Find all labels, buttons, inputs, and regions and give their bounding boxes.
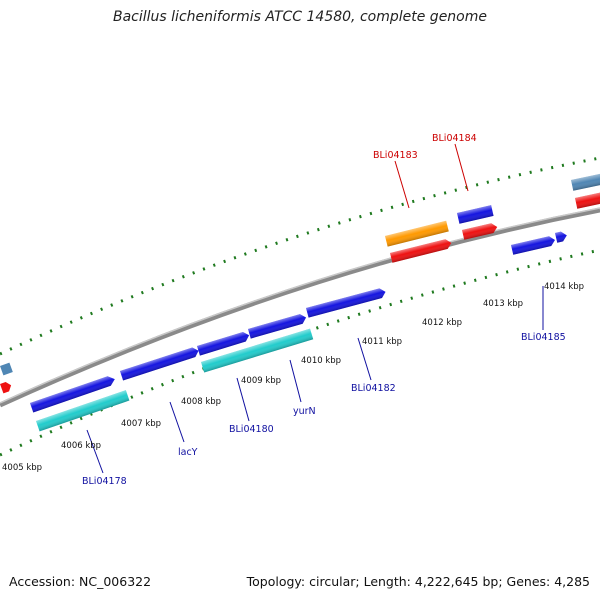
gene-feature[interactable] xyxy=(575,189,600,209)
gene-feature[interactable] xyxy=(248,313,307,339)
axis-tick-label: 4008 kbp xyxy=(181,397,221,407)
gene-feature[interactable] xyxy=(462,222,498,240)
axis-tick-label: 4006 kbp xyxy=(61,441,101,451)
gene-feature[interactable] xyxy=(511,235,556,255)
gene-label[interactable]: BLi04180 xyxy=(229,424,274,435)
gene-label[interactable]: BLi04182 xyxy=(351,383,396,394)
gene-feature[interactable] xyxy=(30,374,116,413)
gene-feature[interactable] xyxy=(201,328,314,373)
gene-feature[interactable] xyxy=(120,346,200,381)
gene-feature[interactable] xyxy=(306,287,387,318)
axis-tick-label: 4011 kbp xyxy=(362,337,402,347)
gene-label[interactable]: BLi04178 xyxy=(82,476,127,487)
axis-tick-label: 4007 kbp xyxy=(121,419,161,429)
gene-label[interactable]: BLi04183 xyxy=(373,150,418,161)
gene-feature[interactable] xyxy=(0,362,13,376)
gene-feature[interactable] xyxy=(457,205,494,224)
gene-features xyxy=(0,171,600,432)
genome-summary-text: Topology: circular; Length: 4,222,645 bp… xyxy=(246,574,590,589)
genome-backbone xyxy=(0,207,600,408)
axis-tick-label: 4010 kbp xyxy=(301,356,341,366)
map-title: Bacillus licheniformis ATCC 14580, compl… xyxy=(113,9,487,25)
gene-feature[interactable] xyxy=(555,231,568,243)
accession-text: Accession: NC_006322 xyxy=(9,574,152,589)
gene-label[interactable]: BLi04185 xyxy=(521,332,566,343)
gene-label[interactable]: yurN xyxy=(293,406,316,417)
inner-tick-track xyxy=(0,248,600,457)
gene-feature[interactable] xyxy=(36,390,130,432)
axis-tick-label: 4005 kbp xyxy=(2,463,42,473)
axis-tick-label: 4014 kbp xyxy=(544,282,584,292)
axis-tick-label: 4012 kbp xyxy=(422,318,462,328)
axis-tick-label: 4013 kbp xyxy=(483,299,523,309)
outer-tick-track xyxy=(0,156,600,356)
gene-feature[interactable] xyxy=(390,238,453,263)
gene-label[interactable]: lacY xyxy=(178,447,198,458)
gene-feature[interactable] xyxy=(0,381,13,394)
gene-feature[interactable] xyxy=(571,171,600,191)
gene-feature[interactable] xyxy=(385,220,449,247)
gene-labels: BLi04184 BLi04183 BLi04185 BLi04182 yurN… xyxy=(82,133,566,487)
gene-label[interactable]: BLi04184 xyxy=(432,133,477,144)
axis-labels: 4005 kbp 4006 kbp 4007 kbp 4008 kbp 4009… xyxy=(2,282,584,473)
gene-feature[interactable] xyxy=(197,331,251,356)
axis-tick-label: 4009 kbp xyxy=(241,376,281,386)
label-leaders xyxy=(86,143,544,474)
